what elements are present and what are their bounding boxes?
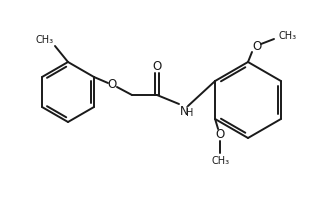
- Text: CH₃: CH₃: [279, 31, 297, 41]
- Text: O: O: [252, 39, 262, 52]
- Text: O: O: [152, 59, 162, 72]
- Text: CH₃: CH₃: [211, 156, 229, 166]
- Text: N: N: [180, 105, 189, 118]
- Text: O: O: [107, 79, 117, 92]
- Text: O: O: [215, 129, 225, 142]
- Text: H: H: [186, 108, 193, 118]
- Text: CH₃: CH₃: [36, 35, 54, 45]
